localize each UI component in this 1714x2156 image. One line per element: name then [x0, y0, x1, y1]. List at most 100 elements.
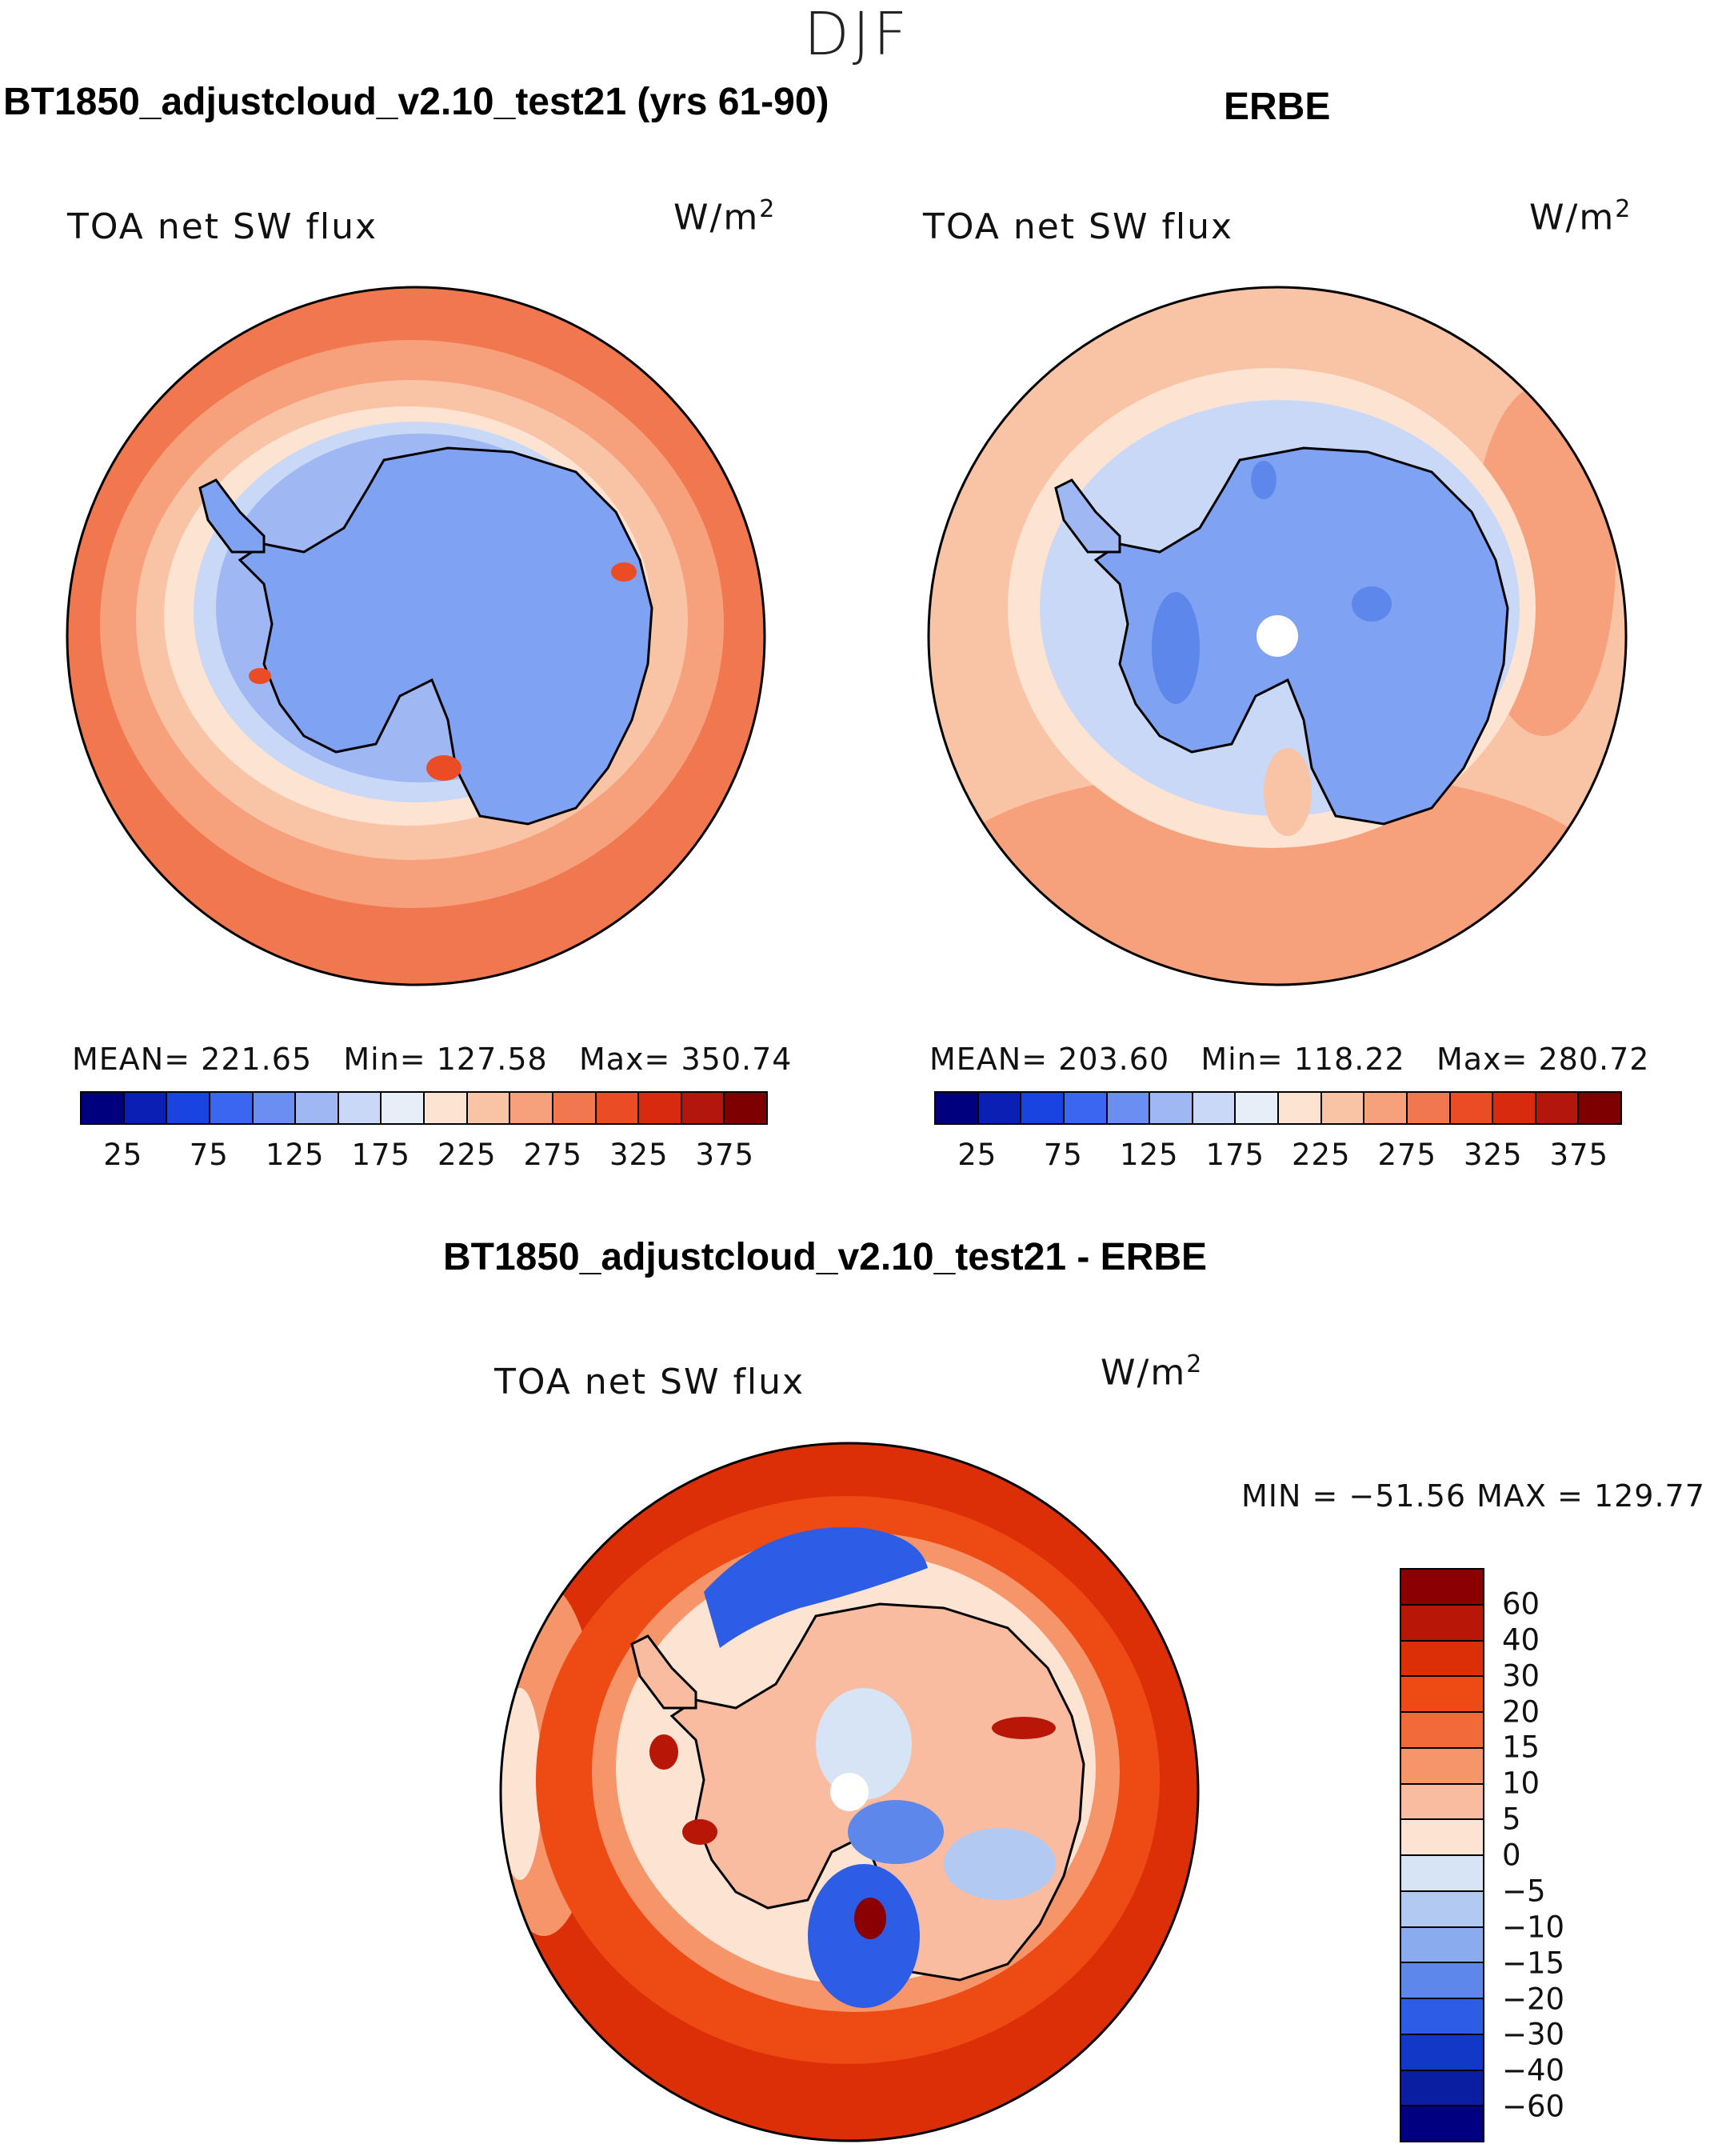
colorbar-tick-label: 20	[1502, 1694, 1540, 1729]
colorbar-swatch	[1401, 1891, 1483, 1928]
obs-max-label: Max=	[1436, 1042, 1528, 1077]
colorbar-swatch	[1401, 1784, 1483, 1821]
obs-antarctica	[1093, 446, 1509, 826]
colorbar-tick-label: −15	[1502, 1946, 1565, 1981]
colorbar-swatch	[596, 1093, 640, 1123]
model-peninsula	[198, 478, 266, 554]
colorbar-swatch	[1401, 1927, 1483, 1964]
colorbar-swatch	[338, 1093, 382, 1123]
colorbar-swatch	[296, 1093, 339, 1123]
obs-dark-patch-3	[1251, 461, 1277, 499]
colorbar-tick-label: −20	[1502, 1982, 1565, 2016]
obs-variable-label: TOA net SW flux	[923, 206, 1234, 247]
colorbar-tick-label: 175	[1205, 1138, 1265, 1172]
colorbar-swatch	[1536, 1093, 1580, 1123]
model-hotspot-1	[426, 755, 461, 781]
model-min-label: Min=	[343, 1042, 426, 1077]
colorbar-swatch	[1193, 1093, 1237, 1123]
colorbar-tick-label: 175	[351, 1138, 411, 1172]
colorbar-swatch	[936, 1093, 979, 1123]
obs-min-label: Min=	[1201, 1042, 1284, 1077]
colorbar-swatch	[1401, 1748, 1483, 1785]
diff-units-base: W/m	[1101, 1352, 1187, 1394]
colorbar-swatch	[553, 1093, 597, 1123]
obs-colorbar	[934, 1091, 1622, 1125]
obs-panel-title: ERBE	[1224, 86, 1331, 128]
colorbar-swatch	[1401, 1641, 1483, 1678]
obs-mean-value: 203.60	[1058, 1042, 1170, 1077]
colorbar-tick-label: 125	[1119, 1138, 1179, 1172]
colorbar-tick-label: −10	[1502, 1910, 1565, 1945]
colorbar-swatch	[1401, 1963, 1483, 1999]
colorbar-swatch	[1401, 1605, 1483, 1642]
obs-stats: MEAN= 203.60 Min= 118.22 Max= 280.72	[929, 1042, 1649, 1077]
colorbar-tick-label: 375	[1549, 1138, 1609, 1172]
colorbar-swatch	[639, 1093, 682, 1123]
colorbar-swatch	[1364, 1093, 1408, 1123]
colorbar-swatch	[1401, 2034, 1483, 2071]
model-colorbar	[80, 1091, 768, 1125]
colorbar-tick-label: 75	[189, 1138, 229, 1172]
diff-map-border	[499, 1442, 1200, 2142]
model-map-border	[66, 286, 766, 986]
colorbar-swatch	[681, 1093, 725, 1123]
colorbar-swatch	[1064, 1093, 1108, 1123]
obs-peninsula	[1054, 478, 1121, 554]
model-units-label: W/m2	[673, 195, 776, 238]
colorbar-swatch	[1107, 1093, 1151, 1123]
obs-min-value: 118.22	[1293, 1042, 1405, 1077]
colorbar-tick-label: 25	[957, 1138, 997, 1172]
colorbar-tick-label: 325	[1463, 1138, 1523, 1172]
colorbar-swatch	[1401, 1713, 1483, 1749]
colorbar-swatch	[978, 1093, 1022, 1123]
colorbar-tick-label: 5	[1502, 1802, 1521, 1837]
colorbar-swatch	[1021, 1093, 1065, 1123]
obs-units-base: W/m	[1529, 197, 1616, 238]
obs-dark-patch-2	[1352, 586, 1392, 622]
colorbar-tick-label: 10	[1502, 1766, 1540, 1801]
diff-minmax: MIN = −51.56 MAX = 129.77	[1241, 1478, 1705, 1514]
colorbar-swatch	[1279, 1093, 1322, 1123]
model-hotspot-2	[611, 562, 637, 582]
obs-dark-patch-1	[1152, 592, 1200, 704]
diff-blue-center	[816, 1688, 912, 1800]
model-max-label: Max=	[578, 1042, 671, 1077]
obs-units-label: W/m2	[1529, 195, 1632, 238]
obs-max-value: 280.72	[1538, 1042, 1650, 1077]
model-colorbar-ticks: 25 75 125 175 225 275 325 375	[80, 1138, 768, 1178]
diff-units-exp: 2	[1186, 1350, 1204, 1378]
colorbar-swatch	[725, 1093, 766, 1123]
colorbar-tick-label: 125	[265, 1138, 325, 1172]
diff-peninsula	[630, 1634, 697, 1710]
obs-mean-label: MEAN=	[929, 1042, 1049, 1077]
colorbar-tick-label: −40	[1502, 2053, 1565, 2088]
colorbar-swatch	[1401, 1856, 1483, 1892]
colorbar-tick-label: 60	[1502, 1586, 1540, 1622]
model-antarctica	[238, 446, 653, 826]
model-min-value: 127.58	[436, 1042, 548, 1077]
model-mean-value: 221.65	[201, 1042, 313, 1077]
obs-map-border	[927, 286, 1628, 986]
diff-units-label: W/m2	[1101, 1350, 1203, 1394]
colorbar-tick-label: 25	[103, 1138, 143, 1172]
model-units-exp: 2	[759, 195, 777, 223]
colorbar-swatch	[425, 1093, 468, 1123]
colorbar-tick-label: 40	[1502, 1622, 1540, 1658]
colorbar-swatch	[1150, 1093, 1193, 1123]
diff-dark-red-2	[992, 1717, 1056, 1739]
colorbar-tick-label: −30	[1502, 2017, 1565, 2052]
diff-variable-label: TOA net SW flux	[494, 1362, 805, 1402]
diff-blue-interior	[848, 1800, 944, 1864]
colorbar-tick-label: 15	[1502, 1730, 1540, 1765]
colorbar-swatch	[1401, 1677, 1483, 1713]
obs-units-exp: 2	[1615, 195, 1632, 223]
obs-colorbar-ticks: 25 75 125 175 225 275 325 375	[934, 1138, 1622, 1178]
colorbar-swatch	[1321, 1093, 1365, 1123]
colorbar-swatch	[1407, 1093, 1451, 1123]
diff-dark-red-1	[854, 1898, 886, 1939]
colorbar-tick-label: −60	[1502, 2089, 1565, 2124]
model-hotspot-3	[249, 668, 271, 684]
obs-ocean-mid	[936, 768, 1608, 985]
